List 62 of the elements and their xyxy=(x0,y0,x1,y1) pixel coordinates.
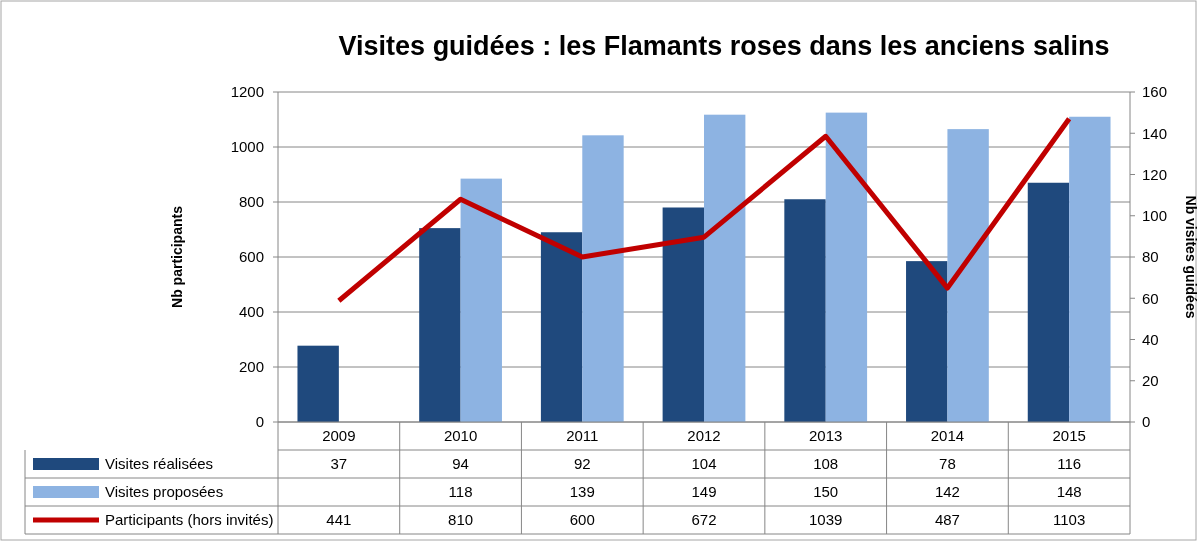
bar xyxy=(906,261,948,422)
data-label: 1039 xyxy=(809,511,843,529)
y2-tick-label: 40 xyxy=(1142,330,1159,348)
bar xyxy=(582,135,624,422)
data-label: 487 xyxy=(934,511,960,529)
y2-tick-label: 20 xyxy=(1142,372,1159,389)
data-label: 139 xyxy=(569,483,595,501)
data-label: 672 xyxy=(691,511,717,529)
x-tick-label: 2010 xyxy=(443,427,478,445)
data-label: 1103 xyxy=(1053,511,1086,529)
bar xyxy=(662,207,704,422)
bar xyxy=(460,178,502,422)
bar xyxy=(704,114,746,422)
y-tick-label: 800 xyxy=(238,193,264,211)
legend-label: Visites réalisées xyxy=(105,455,214,473)
y-tick-label: 1200 xyxy=(230,83,264,101)
x-tick-label: 2014 xyxy=(930,427,965,445)
data-label: 78 xyxy=(939,455,956,473)
x-tick-label: 2013 xyxy=(809,427,843,445)
data-label: 142 xyxy=(934,483,960,501)
bar xyxy=(1069,116,1111,422)
bar xyxy=(419,228,461,422)
bar xyxy=(540,232,583,422)
data-label: 600 xyxy=(569,511,595,529)
data-label: 104 xyxy=(691,455,717,473)
y2-tick-label: 120 xyxy=(1142,165,1168,183)
y-tick-label: 1000 xyxy=(230,138,264,156)
y2-axis-title: Nb visites guidées xyxy=(1183,195,1199,319)
x-tick-label: 2009 xyxy=(322,427,356,445)
y2-tick-label: 80 xyxy=(1142,248,1159,266)
y-axis-title: Nb participants xyxy=(169,205,185,308)
y-tick-label: 200 xyxy=(238,358,264,376)
data-label: 149 xyxy=(691,483,717,501)
y2-tick-label: 160 xyxy=(1142,83,1168,101)
x-tick-label: 2011 xyxy=(566,427,599,445)
data-label: 92 xyxy=(573,455,591,473)
bar xyxy=(825,112,868,422)
y2-tick-label: 140 xyxy=(1142,124,1168,142)
bar xyxy=(947,129,989,422)
data-label: 116 xyxy=(1057,455,1082,473)
y-tick-label: 400 xyxy=(238,303,264,321)
data-label: 118 xyxy=(448,483,473,501)
y-tick-label: 600 xyxy=(238,248,264,266)
y2-tick-label: 0 xyxy=(1142,413,1151,431)
data-label: 150 xyxy=(813,483,839,501)
data-label: 108 xyxy=(813,455,839,473)
data-label: 94 xyxy=(452,455,469,473)
bar xyxy=(297,345,339,422)
x-tick-label: 2012 xyxy=(687,427,721,445)
legend-label: Participants (hors invités) xyxy=(105,511,274,529)
legend-label: Visites proposées xyxy=(105,483,224,501)
data-label: 148 xyxy=(1056,483,1082,501)
data-label: 441 xyxy=(326,511,352,529)
data-label: 37 xyxy=(330,455,348,473)
x-tick-label: 2015 xyxy=(1052,427,1086,445)
data-label: 810 xyxy=(448,511,474,529)
chart-title: Visites guidées : les Flamants roses dans les anciens salins xyxy=(338,31,1110,61)
y2-tick-label: 100 xyxy=(1142,207,1168,224)
y-tick-label: 0 xyxy=(255,413,264,431)
y2-tick-label: 60 xyxy=(1142,289,1159,307)
bar xyxy=(1027,182,1070,422)
bar xyxy=(784,199,826,422)
